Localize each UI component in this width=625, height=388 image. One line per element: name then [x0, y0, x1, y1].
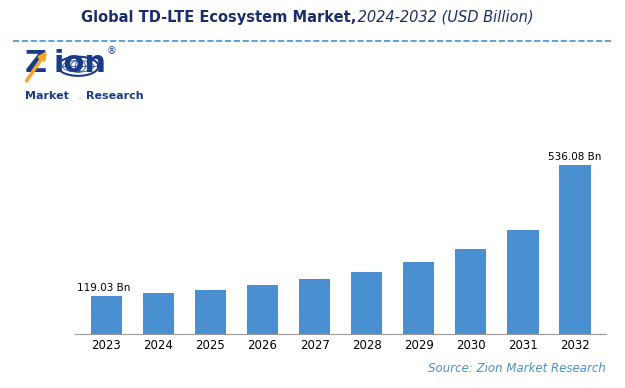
- Text: 119.03 Bn: 119.03 Bn: [77, 283, 131, 293]
- Bar: [195, 289, 226, 334]
- Bar: [299, 279, 330, 334]
- Text: 536.08 Bn: 536.08 Bn: [548, 152, 602, 161]
- Text: Source: Zion Market Research: Source: Zion Market Research: [428, 362, 606, 375]
- Text: ®: ®: [106, 47, 116, 57]
- Bar: [508, 230, 539, 334]
- Bar: [403, 262, 434, 334]
- Text: ion: ion: [53, 49, 106, 78]
- Bar: [91, 296, 122, 334]
- Text: 2024-2032 (USD Billion): 2024-2032 (USD Billion): [353, 10, 534, 25]
- Text: .: .: [78, 91, 82, 101]
- Bar: [247, 285, 278, 334]
- Text: Z: Z: [25, 49, 47, 78]
- Text: CAGR : 18.20%: CAGR : 18.20%: [49, 359, 166, 373]
- Text: Research: Research: [86, 91, 144, 101]
- Text: Market: Market: [25, 91, 69, 101]
- Bar: [559, 165, 591, 334]
- Bar: [351, 272, 382, 334]
- Bar: [142, 293, 174, 334]
- Text: Global TD-LTE Ecosystem Market,: Global TD-LTE Ecosystem Market,: [81, 10, 357, 25]
- Bar: [455, 249, 486, 334]
